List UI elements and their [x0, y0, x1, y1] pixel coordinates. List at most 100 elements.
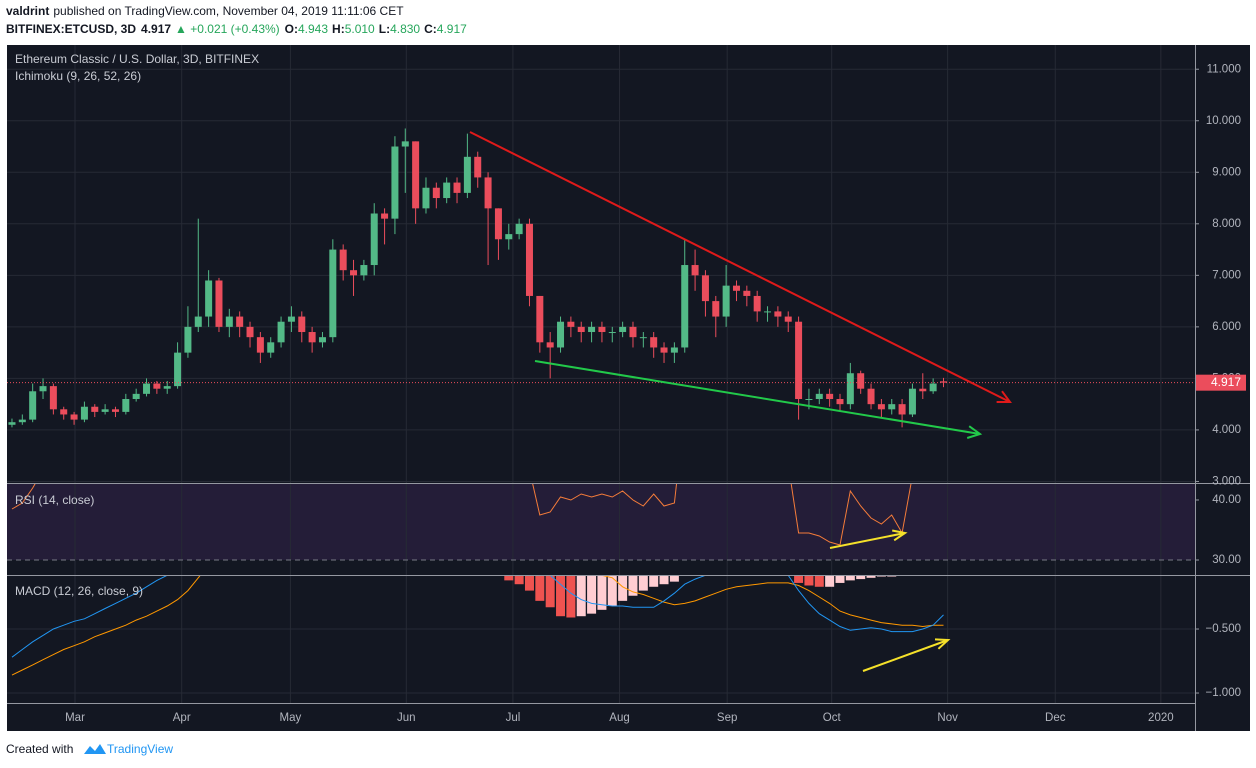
histogram-bar [825, 576, 835, 587]
y-tick-label: 4.000 [1212, 424, 1241, 436]
histogram-bar [814, 576, 824, 587]
y-tick-label: 8.000 [1212, 218, 1241, 230]
candle-body [484, 177, 492, 209]
macd-label: MACD (12, 26, close, 9) [15, 584, 143, 598]
y-tick-label: −1.000 [1206, 687, 1242, 699]
symbol: BITFINEX:ETCUSD, 3D [6, 22, 136, 36]
candle-body [339, 249, 347, 271]
candle-body [670, 347, 678, 353]
x-tick-label: Apr [173, 712, 191, 724]
candle-body [826, 393, 834, 400]
ohlc-value: 5.010 [345, 22, 375, 36]
candle-body [546, 342, 554, 348]
x-tick-label: Dec [1045, 712, 1066, 724]
support-line [534, 360, 981, 435]
x-tick-label: 2020 [1148, 712, 1174, 724]
chart-title: Ethereum Classic / U.S. Dollar, 3D, BITF… [15, 52, 259, 66]
candle-body [929, 383, 937, 392]
histogram-bar [607, 576, 617, 606]
candle-body [691, 265, 699, 276]
candle-body [557, 321, 565, 348]
candle-body [287, 316, 295, 322]
candle-body [60, 409, 68, 415]
macd-pane [11, 576, 944, 676]
candle-body [308, 332, 316, 343]
candle-body [277, 321, 285, 343]
candle-body [567, 321, 575, 327]
histogram-bar [845, 576, 855, 581]
histogram-bar [524, 576, 534, 591]
histogram-bar [514, 576, 524, 585]
candle-body [795, 321, 803, 400]
candle-body [867, 388, 875, 405]
ohlc-label: O: [285, 22, 298, 36]
y-tick-label: −0.500 [1206, 623, 1242, 635]
candle-body [774, 311, 782, 317]
candle-body [215, 280, 223, 327]
candle-body [764, 311, 772, 313]
candle-body [29, 391, 37, 420]
candle-body [298, 316, 306, 333]
candle-body [122, 399, 130, 412]
candle-body [205, 280, 213, 317]
candle-body [525, 223, 533, 296]
candle-body [318, 337, 326, 343]
histogram-bar [649, 576, 659, 587]
last-price-tag [1196, 374, 1246, 391]
histogram-bar [545, 576, 555, 608]
candle-body [619, 326, 627, 333]
price: 4.917 [141, 22, 171, 36]
candle-body [111, 409, 119, 412]
signal-line [11, 576, 944, 676]
candle-body [236, 316, 244, 327]
y-tick-label: 40.00 [1212, 494, 1241, 506]
histogram-bar [804, 576, 814, 586]
candle-body [174, 352, 182, 387]
candle-body [360, 265, 368, 276]
y-tick-label: 10.000 [1206, 115, 1241, 127]
candle-body [350, 270, 358, 276]
y-tick-label: 6.000 [1212, 321, 1241, 333]
histogram-bar [669, 576, 679, 582]
ohlc-value: 4.830 [390, 22, 420, 36]
candle-body [143, 383, 151, 394]
candle-body [132, 393, 140, 400]
histogram-bar [618, 576, 628, 601]
candle-body [608, 332, 616, 334]
candle-body [153, 383, 161, 389]
candle-body [588, 326, 596, 333]
candle-body [939, 381, 947, 383]
rsi-divergence-arrow [829, 532, 906, 549]
candle-body [515, 223, 523, 235]
histogram-bar [504, 576, 514, 581]
candle-body [639, 337, 647, 339]
footer-brand: TradingView [107, 742, 173, 756]
candle-body [650, 337, 658, 348]
candle-body [598, 326, 606, 333]
candle-body [80, 406, 88, 420]
candle-body [39, 386, 47, 392]
macd-divergence-arrow [862, 639, 949, 672]
resistance-line [469, 131, 1011, 403]
ohlc-value: 4.917 [437, 22, 467, 36]
candle-body [681, 265, 689, 348]
ohlc-label: L: [379, 22, 390, 36]
candle-body [453, 182, 461, 193]
candle-body [660, 347, 668, 353]
candle-body [381, 213, 389, 219]
candle-body [18, 419, 26, 423]
histogram-bar [659, 576, 669, 585]
tradingview-logo [84, 744, 106, 754]
candle-body [857, 373, 865, 389]
x-tick-label: Aug [609, 712, 629, 724]
x-tick-label: Sep [717, 712, 737, 724]
candle-body [722, 285, 730, 317]
candle-body [701, 275, 709, 302]
x-tick-label: Jun [397, 712, 416, 724]
candle-body [267, 342, 275, 353]
candle-body [712, 301, 720, 317]
candle-body [805, 399, 813, 401]
ohlc-value: 4.943 [298, 22, 328, 36]
arrow-head [892, 529, 908, 542]
